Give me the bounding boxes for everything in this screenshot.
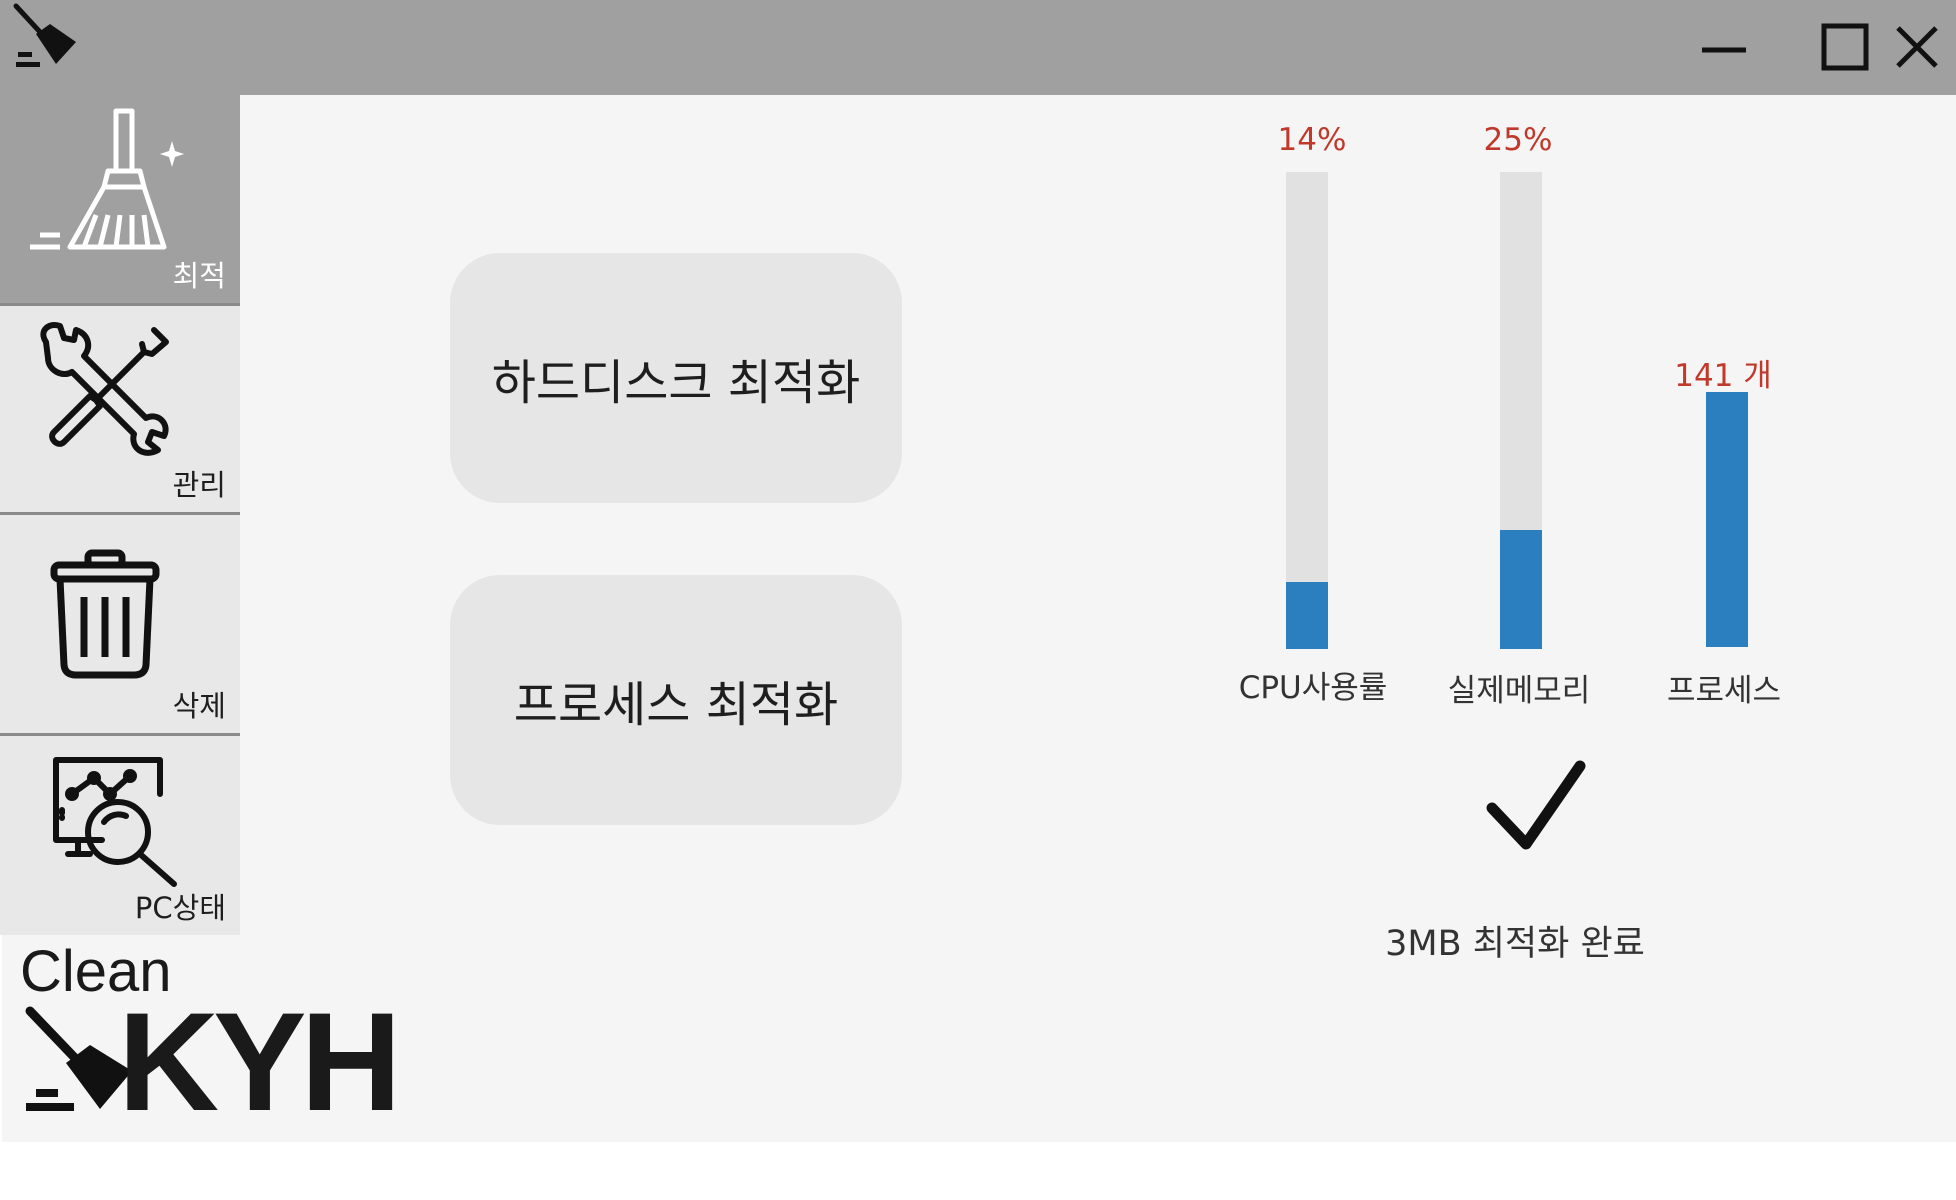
divider [0, 733, 240, 736]
sidebar-item-pc-status[interactable]: PC상태 [0, 736, 240, 935]
cpu-usage-label: CPU사용률 [1238, 670, 1388, 706]
close-button[interactable] [1890, 20, 1946, 76]
sidebar-item-label: 최적 [172, 259, 226, 293]
process-optimize-button[interactable]: 프로세스 최적화 [450, 575, 902, 825]
sidebar-item-optimize[interactable]: 최적 [0, 95, 240, 303]
memory-usage-label: 실제메모리 [1447, 673, 1591, 709]
process-count-label: 프로세스 [1666, 673, 1782, 709]
title-bar [0, 0, 1956, 95]
close-icon [1896, 26, 1938, 68]
memory-usage-bar-fill [1500, 529, 1542, 649]
broom-logo-icon [25, 1006, 132, 1111]
process-count-value: 141 개 [1674, 358, 1772, 394]
memory-usage-bar [1500, 172, 1542, 649]
process-count-bar [1706, 392, 1748, 647]
monitor-search-icon [53, 757, 177, 887]
minimize-button[interactable] [1696, 20, 1752, 76]
cpu-usage-bar-fill [1286, 582, 1328, 649]
sidebar-item-label: 관리 [172, 468, 226, 502]
cpu-usage-value: 14% [1277, 122, 1347, 158]
sidebar-item-manage[interactable]: 관리 [0, 306, 240, 512]
logo-text-kyh: KYH [118, 983, 402, 1140]
broom-app-icon [13, 3, 76, 67]
memory-usage-value: 25% [1483, 122, 1553, 158]
tools-icon [40, 322, 169, 456]
cpu-usage-bar [1286, 172, 1328, 649]
maximize-button[interactable] [1818, 20, 1874, 76]
divider [0, 512, 240, 515]
minimize-icon [1702, 47, 1746, 53]
broom-icon [30, 108, 184, 250]
sidebar-item-label: PC상태 [134, 891, 226, 925]
trash-icon [50, 549, 160, 679]
checkmark-icon [1486, 760, 1586, 850]
sidebar-item-label: 삭제 [172, 689, 226, 723]
logo-text-clean: Clean [20, 939, 172, 1004]
divider [0, 303, 240, 306]
optimize-result-text: 3MB 최적화 완료 [1385, 924, 1645, 964]
maximize-icon [1821, 23, 1869, 71]
sidebar: 최적 관리 삭제 [0, 95, 240, 935]
sidebar-item-delete[interactable]: 삭제 [0, 515, 240, 733]
process-count-bar-fill [1706, 392, 1748, 647]
disk-optimize-button[interactable]: 하드디스크 최적화 [450, 253, 902, 503]
